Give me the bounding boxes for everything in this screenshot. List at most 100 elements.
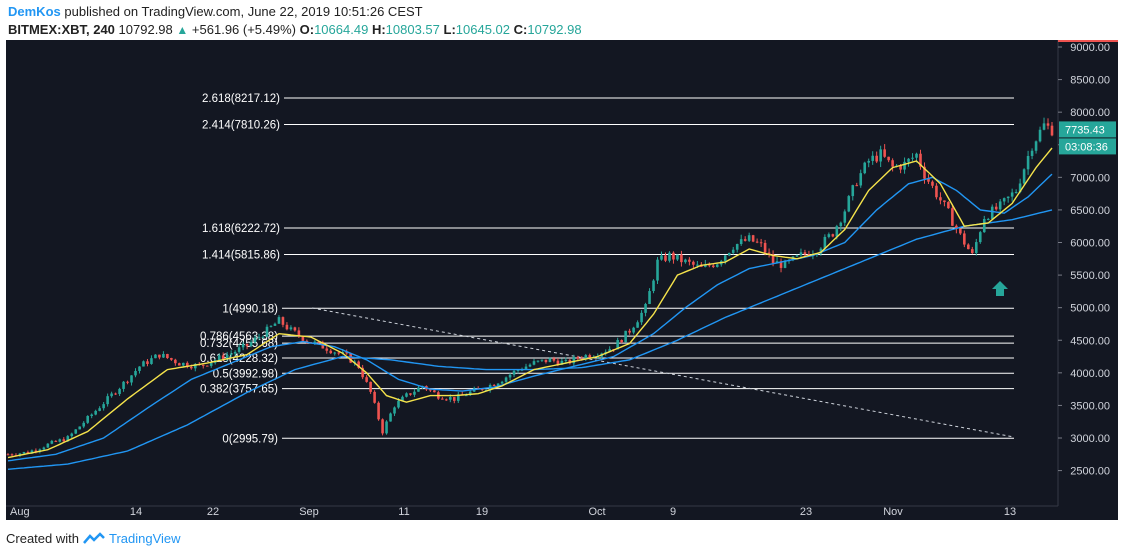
trend-line[interactable] — [311, 307, 1015, 438]
author-name[interactable]: DemKos — [8, 4, 61, 19]
candle — [62, 437, 66, 442]
candle — [58, 438, 62, 443]
candle-body — [349, 353, 352, 363]
last-price-text: 7735.43 — [1065, 124, 1105, 136]
candle-body — [767, 252, 771, 255]
candle-body — [496, 383, 500, 386]
candle-body — [971, 249, 974, 254]
candle-body — [843, 211, 847, 223]
x-tick-label: 13 — [1004, 506, 1016, 518]
candle — [1026, 150, 1030, 175]
candle-body — [528, 364, 532, 367]
candle — [887, 156, 890, 163]
candle — [552, 356, 556, 363]
candle-body — [624, 330, 627, 343]
candle-body — [524, 366, 528, 370]
candle-body — [1018, 183, 1022, 193]
candle-body — [998, 201, 1002, 210]
candle-body — [735, 244, 739, 250]
open-value: 10664.49 — [314, 22, 369, 37]
y-tick-label: 4500.00 — [1070, 335, 1110, 347]
candle — [620, 339, 623, 344]
candle — [102, 402, 105, 411]
candle — [616, 337, 619, 350]
price-chart[interactable]: 2.618(8217.12) 2.414(7810.26) 1.618(6222.7… — [6, 40, 1118, 520]
candle-body — [664, 255, 667, 261]
candle — [632, 326, 635, 335]
candle-body — [261, 336, 265, 338]
candle — [158, 354, 161, 360]
candle-body — [532, 361, 536, 365]
candle — [54, 440, 58, 443]
candle-body — [899, 165, 902, 170]
candle — [775, 256, 779, 264]
candle — [237, 344, 241, 354]
tradingview-brand[interactable]: TradingView — [108, 531, 181, 546]
candle — [871, 151, 874, 165]
candle — [86, 415, 89, 424]
y-tick-label: 9000.00 — [1070, 42, 1110, 54]
candle-body — [217, 355, 221, 361]
candle — [130, 375, 133, 386]
countdown-text: 03:08:36 — [1065, 141, 1108, 153]
green-up-arrow-icon — [992, 281, 1008, 296]
candle-body — [373, 391, 376, 403]
candle — [329, 348, 333, 355]
candle-body — [616, 340, 619, 350]
candle — [672, 251, 675, 264]
candle-body — [337, 352, 341, 354]
candle — [524, 363, 528, 370]
candle — [974, 238, 978, 256]
candle — [668, 251, 671, 263]
candle — [711, 263, 715, 269]
candle-body — [78, 426, 82, 430]
candle — [847, 194, 851, 213]
candle — [170, 357, 173, 361]
candle-body — [903, 161, 906, 170]
candle — [452, 397, 456, 404]
candle-body — [951, 208, 954, 226]
candle — [982, 215, 986, 233]
candle — [508, 373, 512, 381]
candle-body — [879, 149, 882, 162]
candle — [1046, 118, 1050, 130]
candle-body — [201, 364, 205, 366]
candle-body — [883, 149, 886, 157]
candle — [652, 279, 655, 294]
candle — [349, 352, 352, 364]
candle — [492, 383, 496, 387]
time-axis[interactable]: Aug 14 22 Sep 11 19 Oct 9 23 Nov 13 — [6, 505, 1058, 518]
fib-label: 2.414(7810.26) — [202, 120, 280, 132]
candle-body — [875, 155, 878, 162]
candle-body — [449, 397, 452, 400]
candle-body — [225, 354, 229, 360]
candle — [229, 350, 233, 358]
x-tick-label: 23 — [800, 506, 812, 518]
candle — [122, 380, 125, 392]
candle-body — [118, 388, 121, 394]
candle — [114, 392, 117, 396]
candle-body — [253, 337, 257, 343]
candle — [78, 426, 82, 430]
candle-body — [620, 340, 623, 343]
symbol-name: BITMEX:XBT, 240 — [8, 22, 115, 37]
candle-body — [301, 335, 305, 341]
candle-body — [656, 259, 659, 281]
candle-body — [799, 252, 803, 256]
candle — [1014, 189, 1018, 194]
candle-body — [401, 396, 404, 401]
candle — [919, 149, 922, 170]
candle — [644, 302, 647, 317]
candle-body — [723, 255, 727, 262]
candle — [405, 392, 408, 398]
footer: Created with TradingView — [6, 531, 181, 546]
candle-body — [62, 439, 66, 442]
candle — [903, 157, 906, 174]
candle-body — [166, 353, 169, 359]
candle — [468, 390, 472, 397]
price-axis[interactable]: 9000.008500.008000.007500.007000.006500.… — [1057, 40, 1118, 520]
candle — [337, 351, 341, 356]
candle — [277, 315, 281, 324]
candle — [10, 453, 14, 457]
candle — [1030, 148, 1034, 160]
